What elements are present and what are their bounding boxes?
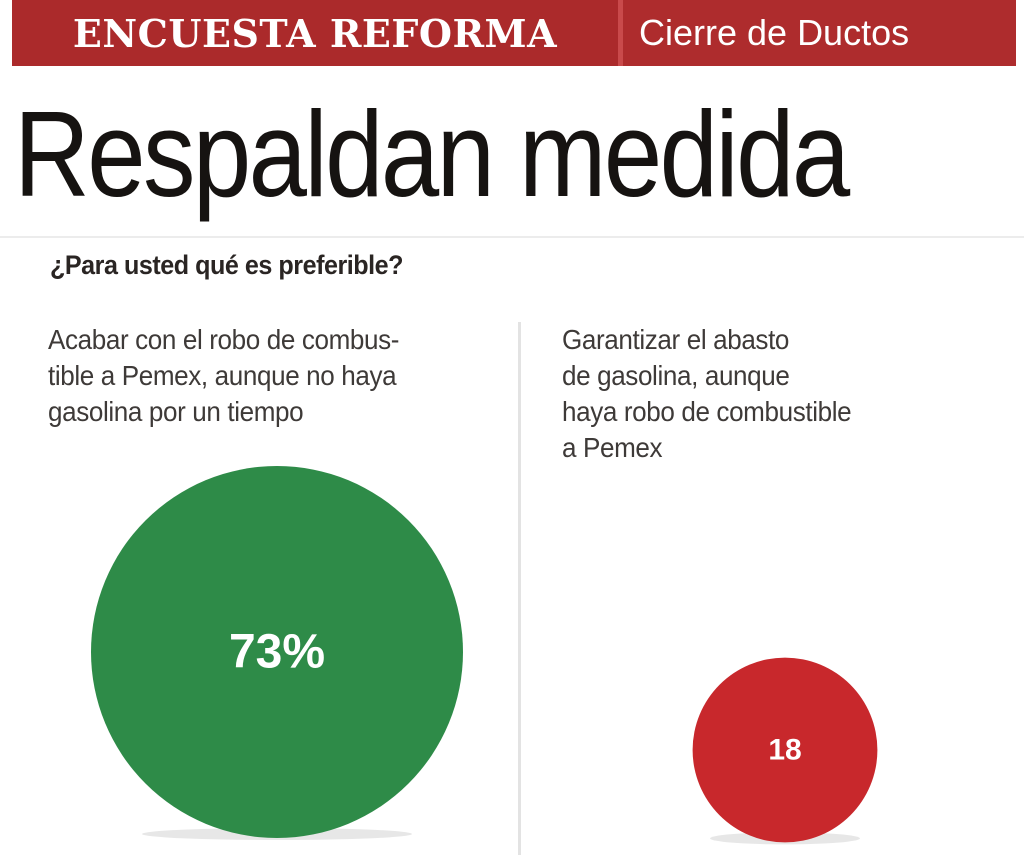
bubble-shadow-2 [710, 832, 860, 845]
bubble-value-label-2: 18 [768, 734, 801, 767]
bubble-shadow-1 [142, 828, 412, 840]
option-a-text: Acabar con el robo de combus- tible a Pe… [48, 324, 400, 427]
headline-divider [0, 236, 1024, 238]
bubble-value-label-1: 73% [229, 626, 325, 679]
headline: Respaldan medida [14, 86, 850, 222]
banner-topic: Cierre de Ductos [623, 0, 1016, 66]
header-banner: ENCUESTA REFORMA Cierre de Ductos [12, 0, 1016, 66]
column-divider [518, 322, 521, 855]
bubble-1 [91, 466, 463, 838]
banner-topic-label: Cierre de Ductos [639, 12, 910, 53]
option-b-text: Garantizar el abasto de gasolina, aunque… [562, 324, 852, 463]
survey-question: ¿Para usted qué es preferible? [50, 250, 404, 280]
bubble-2 [692, 657, 878, 843]
banner-divider [618, 0, 623, 66]
banner-section: ENCUESTA REFORMA [12, 0, 618, 66]
banner-section-label: ENCUESTA REFORMA [72, 10, 558, 56]
